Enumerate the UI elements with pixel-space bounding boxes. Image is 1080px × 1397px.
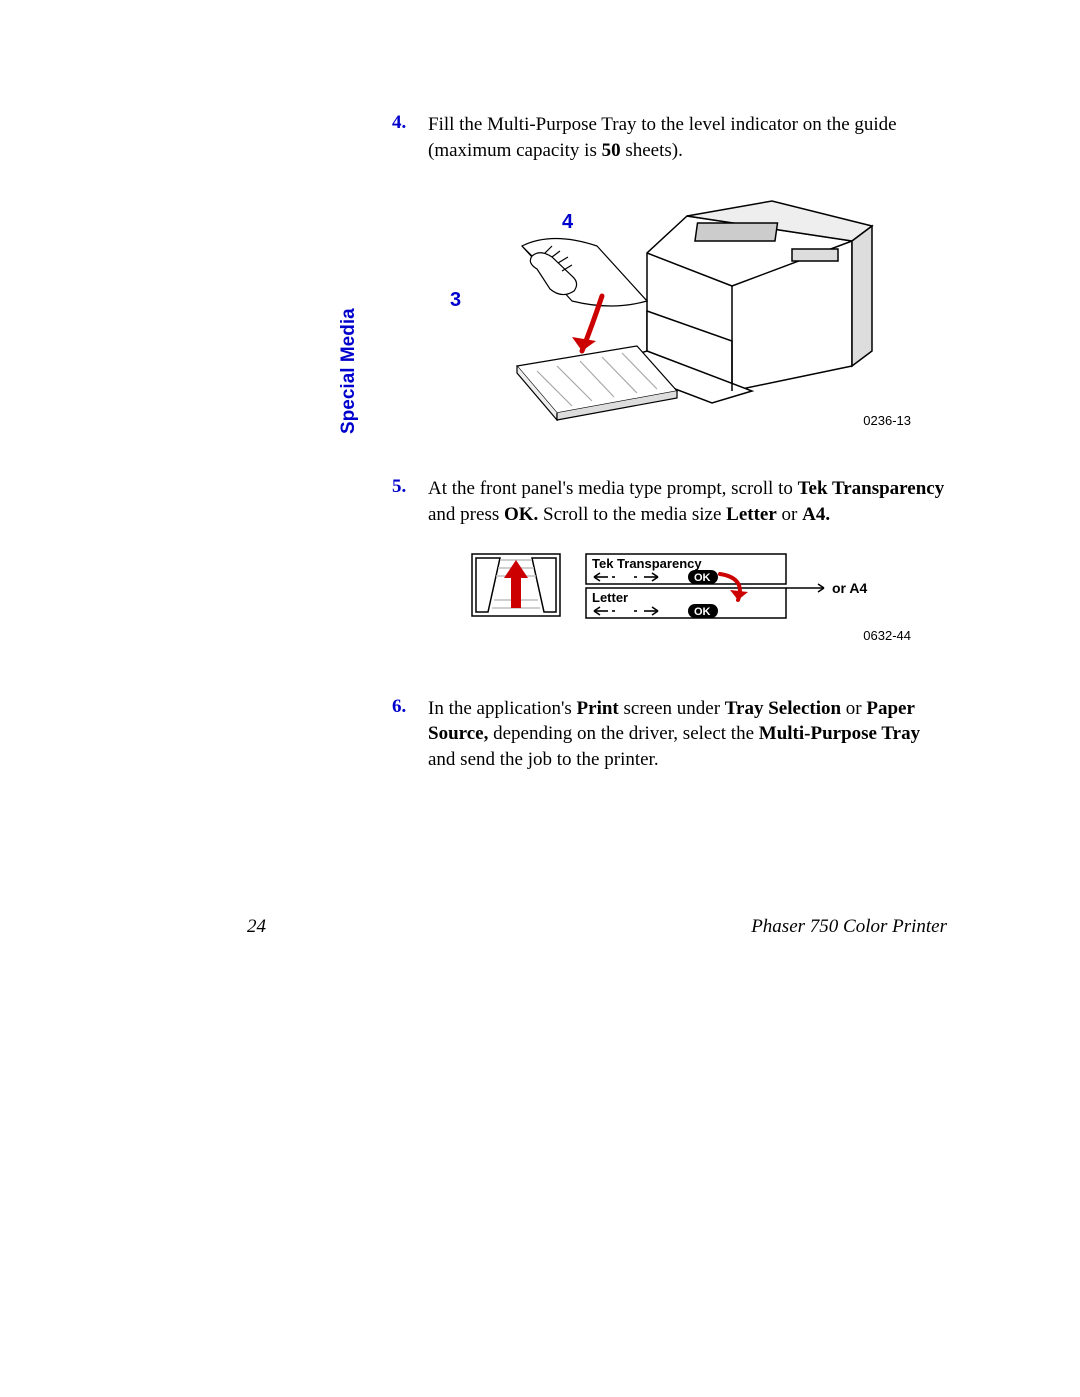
text: screen under xyxy=(619,698,725,719)
text: or xyxy=(841,698,866,719)
panel-row2-label: Letter xyxy=(592,590,628,605)
step-4-number: 4. xyxy=(392,112,428,163)
panel-row1-label: Tek Transparency xyxy=(592,556,702,571)
printer-model: Phaser 750 Color Printer xyxy=(751,916,947,938)
step-4: 4. Fill the Multi-Purpose Tray to the le… xyxy=(392,112,947,163)
figure-2-code: 0632-44 xyxy=(863,628,911,643)
step-5-text: At the front panel's media type prompt, … xyxy=(428,476,947,527)
text: In the application's xyxy=(428,698,577,719)
text-bold: Tek Transparency xyxy=(798,478,945,499)
ok-label-1: OK xyxy=(694,572,711,584)
text: and send the job to the printer. xyxy=(428,749,659,770)
ok-label-2: OK xyxy=(694,606,711,618)
tab-special-media: Special Media xyxy=(338,308,360,434)
text-bold: Print xyxy=(577,698,619,719)
printer-illustration xyxy=(452,191,882,421)
step-6-number: 6. xyxy=(392,696,428,773)
step-5-number: 5. xyxy=(392,476,428,527)
text: Scroll to the media size xyxy=(538,504,726,525)
text: sheets). xyxy=(621,140,683,161)
step-6: 6. In the application's Print screen und… xyxy=(392,696,947,773)
page: Special Media 4. Fill the Multi-Purpose … xyxy=(0,0,1080,1397)
figure-1-code: 0236-13 xyxy=(863,413,911,428)
text-bold: Multi-Purpose Tray xyxy=(759,723,920,744)
front-panel-illustration: Tek Transparency OK Letter xyxy=(466,548,886,628)
text: and press xyxy=(428,504,504,525)
step-6-text: In the application's Print screen under … xyxy=(428,696,947,773)
or-a4-label: or A4 xyxy=(832,580,867,596)
step-4-text: Fill the Multi-Purpose Tray to the level… xyxy=(428,112,947,163)
content-column: 4. Fill the Multi-Purpose Tray to the le… xyxy=(392,112,947,784)
text-bold: Letter xyxy=(726,504,777,525)
text-bold: A4. xyxy=(802,504,830,525)
text: At the front panel's media type prompt, … xyxy=(428,478,798,499)
text-bold: OK. xyxy=(504,504,538,525)
figure-printer-tray: 4 3 xyxy=(392,191,947,436)
page-footer: 24 Phaser 750 Color Printer xyxy=(247,916,947,938)
text-bold: Tray Selection xyxy=(725,698,841,719)
text: depending on the driver, select the xyxy=(488,723,758,744)
figure-front-panel: Tek Transparency OK Letter xyxy=(392,548,947,648)
page-number: 24 xyxy=(247,916,266,938)
text-bold: 50 xyxy=(602,140,621,161)
text: or xyxy=(777,504,802,525)
step-5: 5. At the front panel's media type promp… xyxy=(392,476,947,527)
